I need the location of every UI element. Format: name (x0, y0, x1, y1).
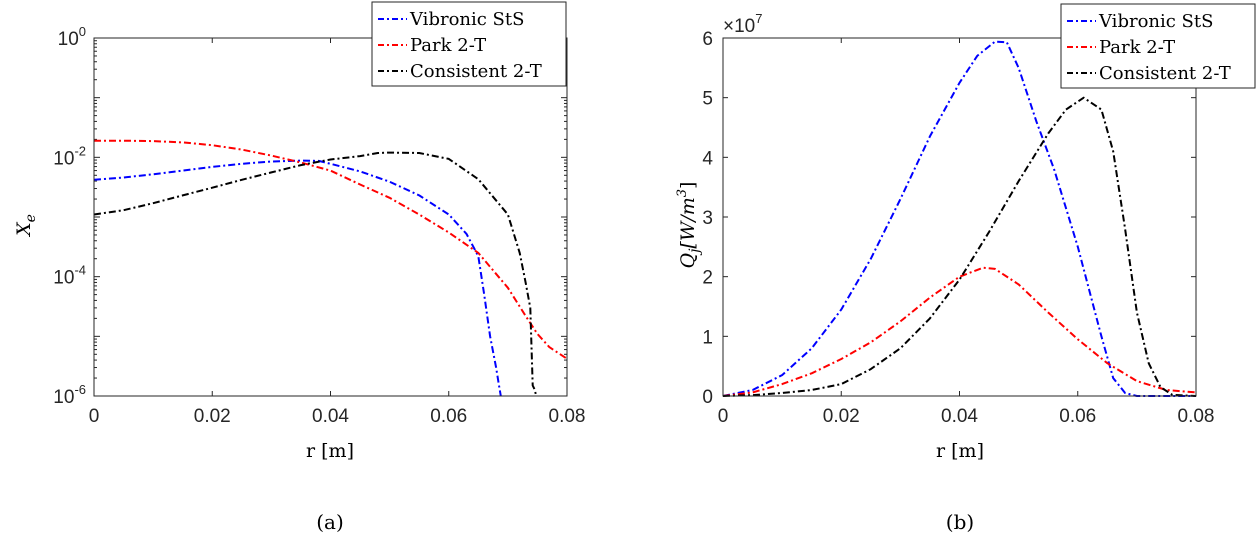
panel-a-legend: Vibronic StS Park 2-T Consistent 2-T (371, 1, 567, 87)
panel-b-chart: 0 0.02 0.04 0.06 0.08 0 1 2 3 4 5 6 ×107 r [m] Qj[… (675, 3, 1256, 534)
y-tick-label: 1 (702, 327, 713, 348)
legend-entry: Consistent 2-T (410, 61, 542, 82)
panel-b-caption: (b) (946, 510, 974, 534)
x-tick-label: 0 (718, 406, 729, 427)
x-tick-label: 0.02 (823, 406, 860, 427)
x-tick-label: 0.04 (941, 406, 978, 427)
x-tick-label: 0.08 (1178, 406, 1215, 427)
x-tick-label: 0.04 (312, 406, 349, 427)
series-line-vibronic-sts (93, 159, 502, 397)
panel-b-x-tick-labels: 0 0.02 0.04 0.06 0.08 (718, 406, 1215, 427)
y-tick-label: 4 (702, 148, 713, 169)
panel-b-x-axis-label: r [m] (936, 440, 984, 462)
series-line-park-2-t (722, 266, 1197, 397)
legend-entry: Park 2-T (1099, 37, 1175, 58)
series-line-consistent-2-t (93, 151, 538, 397)
panel-b-legend: Vibronic StS Park 2-T Consistent 2-T (1060, 3, 1256, 89)
legend-entry: Vibronic StS (409, 9, 524, 30)
panel-a-x-axis-label: r [m] (306, 440, 354, 462)
x-tick-label: 0 (89, 406, 100, 427)
series-line-park-2-t (94, 139, 568, 360)
series-line-vibronic-sts (722, 40, 1196, 397)
panel-b-y-tick-labels: 0 1 2 3 4 5 6 (702, 29, 713, 408)
panel-a-series (93, 139, 568, 397)
series-line-consistent-2-t (722, 96, 1197, 397)
panel-b-ticks (722, 37, 1197, 397)
x-tick-label: 0.08 (549, 406, 586, 427)
panel-a-caption: (a) (316, 510, 344, 534)
legend-entry: Park 2-T (410, 35, 486, 56)
y-tick-label: 2 (702, 268, 713, 289)
y-tick-label: 10-2 (53, 143, 86, 169)
panel-b-multiplier: ×107 (723, 11, 762, 37)
panel-b-axes-box (722, 37, 1197, 397)
x-tick-label: 0.02 (194, 406, 231, 427)
panel-a-y-axis-label: Xe (13, 214, 39, 238)
panel-a-axes-box (93, 37, 568, 397)
y-tick-label: 6 (702, 29, 713, 50)
x-tick-label: 0.06 (430, 406, 467, 427)
panel-b-series (722, 40, 1197, 397)
y-tick-label: 3 (702, 208, 713, 229)
y-tick-label: 10-6 (53, 382, 86, 408)
y-tick-label: 100 (58, 24, 86, 50)
y-tick-label: 10-4 (53, 263, 86, 289)
x-tick-label: 0.06 (1059, 406, 1096, 427)
panel-a-ticks (93, 37, 568, 397)
legend-entry: Vibronic StS (1098, 11, 1213, 32)
panel-a-y-tick-labels: 100 10-2 10-4 10-6 (53, 24, 86, 408)
legend-box (371, 1, 567, 87)
panel-b-y-axis-label: Qj[W/m3] (675, 182, 703, 269)
y-tick-label: 5 (702, 89, 713, 110)
legend-entry: Consistent 2-T (1099, 63, 1231, 84)
y-tick-label: 0 (702, 387, 713, 408)
panel-a-x-tick-labels: 0 0.02 0.04 0.06 0.08 (89, 406, 586, 427)
legend-box (1060, 3, 1256, 89)
